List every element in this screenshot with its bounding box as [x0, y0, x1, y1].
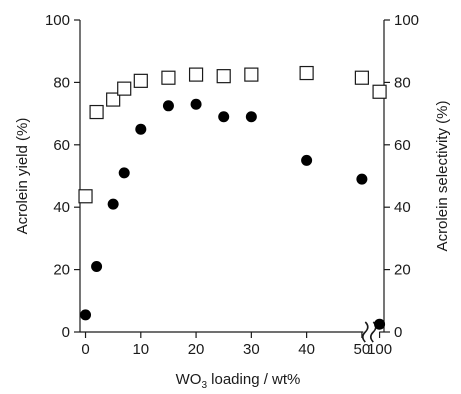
x-tick-label: 0 [81, 341, 89, 358]
yield-point [356, 173, 368, 185]
y-axis-right-label: Acrolein selectivity (%) [434, 101, 451, 252]
yield-point [118, 167, 130, 179]
y-tick-label-left: 80 [53, 74, 70, 91]
y-tick-label-right: 100 [394, 12, 419, 29]
y-tick-label-right: 0 [394, 324, 402, 341]
yield-point [162, 100, 174, 112]
y-tick-label-right: 80 [394, 74, 411, 91]
x-tick-label: 40 [298, 341, 315, 358]
x-tick-label: 10 [132, 341, 149, 358]
yield-point [218, 111, 230, 123]
y-tick-label-left: 0 [62, 324, 70, 341]
y-tick-label-right: 20 [394, 262, 411, 279]
y-axis-left-label: Acrolein yield (%) [14, 118, 31, 235]
x-tick-label: 50 [354, 341, 371, 358]
selectivity-point [299, 65, 314, 81]
selectivity-point [161, 70, 176, 85]
x-tick-label: 20 [188, 341, 205, 358]
y-tick-label-right: 40 [394, 199, 411, 216]
y-tick-label-left: 60 [53, 137, 70, 154]
yield-point [107, 198, 119, 210]
y-tick-label-left: 100 [45, 12, 70, 29]
selectivity-point [372, 84, 387, 99]
selectivity-point [78, 189, 93, 204]
selectivity-point [354, 70, 369, 85]
axis-break-mark [361, 321, 369, 343]
yield-point [91, 260, 103, 272]
selectivity-point [117, 81, 132, 96]
y-tick-label-left: 20 [53, 262, 70, 279]
x-tick-label: 100 [367, 341, 392, 358]
yield-point [190, 98, 202, 110]
yield-point [80, 309, 92, 321]
yield-point [374, 318, 386, 330]
yield-point [135, 123, 147, 135]
selectivity-point [89, 104, 104, 120]
selectivity-point [133, 73, 148, 88]
x-tick-label: 30 [243, 341, 260, 358]
yield-point [301, 154, 313, 166]
selectivity-point [188, 67, 204, 82]
yield-point [245, 111, 257, 123]
selectivity-point [216, 69, 231, 84]
x-axis-label: WO3 loading / wt% [176, 371, 301, 391]
selectivity-point [244, 67, 259, 82]
selectivity-point [106, 92, 121, 107]
y-tick-label-left: 40 [53, 199, 70, 216]
y-tick-label-right: 60 [394, 137, 411, 154]
